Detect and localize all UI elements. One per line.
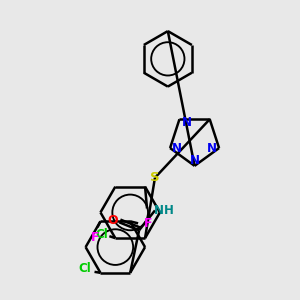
Text: N: N xyxy=(207,142,217,154)
Text: Cl: Cl xyxy=(95,228,108,241)
Text: O: O xyxy=(107,214,118,227)
Text: N: N xyxy=(154,204,164,217)
Text: Cl: Cl xyxy=(78,262,91,275)
Text: S: S xyxy=(150,171,160,184)
Text: H: H xyxy=(164,204,174,217)
Text: F: F xyxy=(91,231,100,244)
Text: N: N xyxy=(190,154,200,167)
Text: N: N xyxy=(182,116,191,129)
Text: F: F xyxy=(144,217,152,230)
Text: N: N xyxy=(172,142,182,154)
